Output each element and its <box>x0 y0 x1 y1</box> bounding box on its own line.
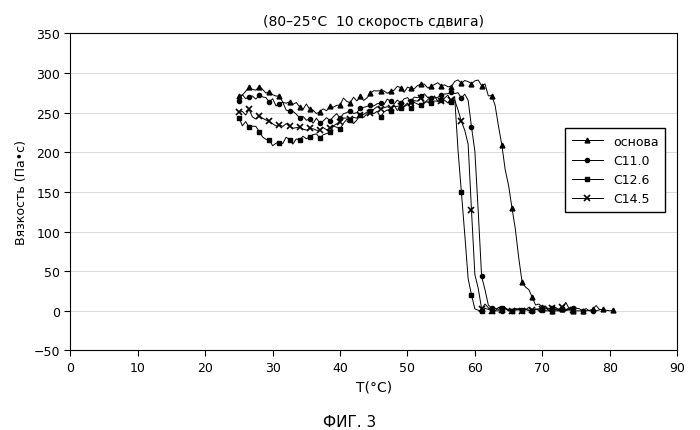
C11.0 <box>272 104 280 109</box>
C11.0 <box>559 307 567 312</box>
основа <box>234 94 243 99</box>
основа <box>454 78 462 83</box>
C11.0 <box>234 99 243 104</box>
C14.5 <box>312 129 321 134</box>
основа <box>545 309 553 314</box>
C11.0 <box>596 307 604 313</box>
основа <box>528 295 536 300</box>
C12.6 <box>477 309 486 314</box>
C12.6 <box>548 306 556 311</box>
Y-axis label: Вязкость (Па•с): Вязкость (Па•с) <box>15 140 28 245</box>
C14.5 <box>234 111 243 116</box>
C11.0 <box>447 90 456 95</box>
C12.6 <box>559 307 567 312</box>
C12.6 <box>433 99 442 104</box>
C12.6 <box>444 93 452 98</box>
Legend: основа, C11.0, C12.6, C14.5: основа, C11.0, C12.6, C14.5 <box>566 129 665 212</box>
X-axis label: T(°C): T(°C) <box>356 380 392 393</box>
C14.5 <box>548 305 556 310</box>
Line: C11.0: C11.0 <box>237 91 601 313</box>
Title: (80–25°C  10 скорость сдвига): (80–25°C 10 скорость сдвига) <box>263 15 484 29</box>
C12.6 <box>407 106 415 111</box>
C11.0 <box>528 309 536 314</box>
C14.5 <box>407 101 415 107</box>
C14.5 <box>487 309 496 314</box>
основа <box>508 206 516 211</box>
Text: ФИГ. 3: ФИГ. 3 <box>323 414 377 429</box>
основа <box>444 85 452 90</box>
Line: основа: основа <box>237 78 615 313</box>
C12.6 <box>234 116 243 121</box>
C11.0 <box>552 307 560 312</box>
Line: C14.5: C14.5 <box>236 94 575 314</box>
C11.0 <box>403 96 412 101</box>
C12.6 <box>568 308 577 313</box>
C14.5 <box>430 94 439 99</box>
C12.6 <box>299 134 307 139</box>
C14.5 <box>299 127 307 132</box>
основа <box>602 308 610 313</box>
C11.0 <box>292 112 300 117</box>
C14.5 <box>559 305 567 310</box>
C14.5 <box>437 99 445 104</box>
Line: C12.6: C12.6 <box>237 94 575 313</box>
C11.0 <box>491 309 499 314</box>
C12.6 <box>312 132 321 137</box>
основа <box>491 104 499 109</box>
основа <box>609 308 617 313</box>
основа <box>366 91 375 96</box>
C14.5 <box>568 307 577 313</box>
